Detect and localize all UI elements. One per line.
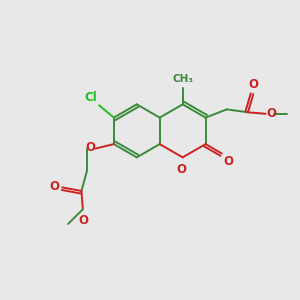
- Text: O: O: [176, 163, 186, 176]
- Text: O: O: [78, 214, 88, 226]
- Text: O: O: [85, 141, 95, 154]
- Text: O: O: [248, 78, 258, 91]
- Text: Cl: Cl: [85, 91, 98, 104]
- Text: CH₃: CH₃: [172, 74, 193, 84]
- Text: O: O: [266, 107, 276, 120]
- Text: O: O: [223, 155, 233, 168]
- Text: O: O: [49, 180, 59, 193]
